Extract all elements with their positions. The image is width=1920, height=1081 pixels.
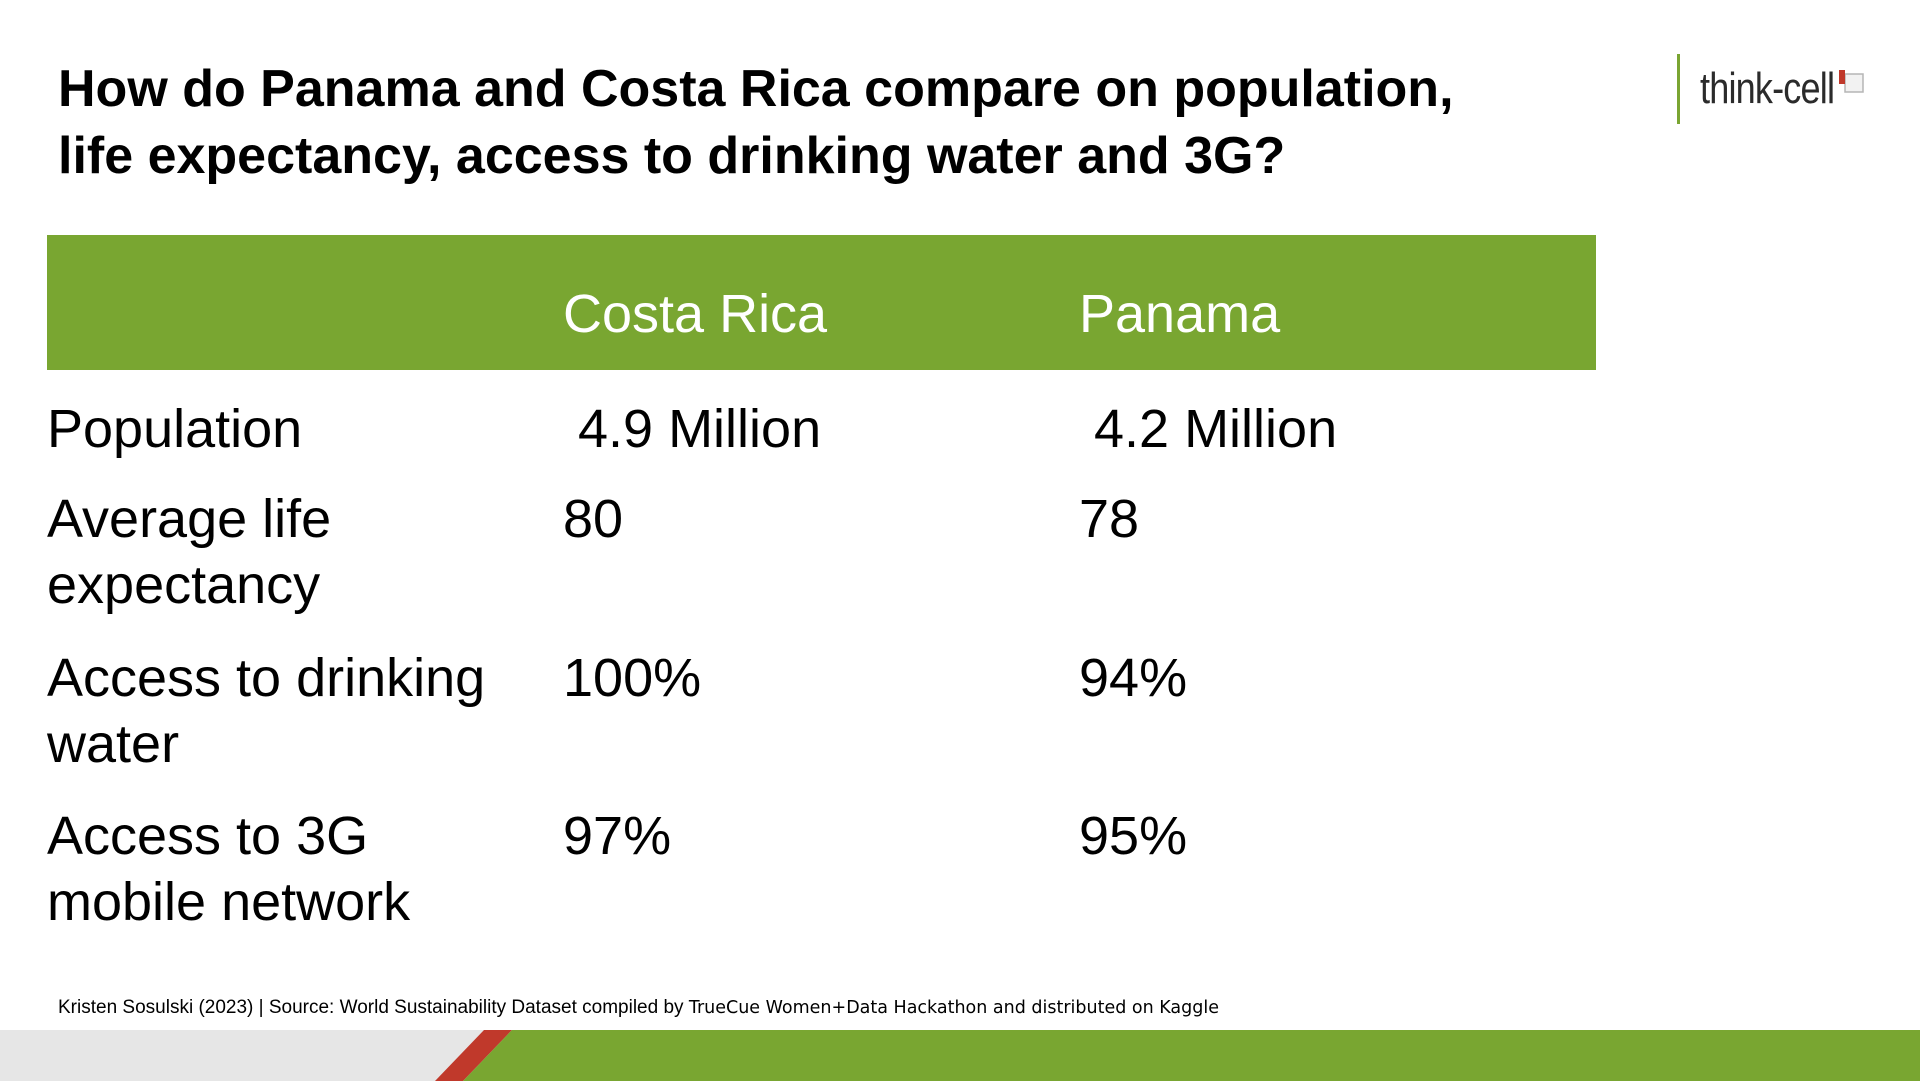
cell-costa-rica-drinking-water: 100%	[563, 648, 702, 708]
row-label-population: Population	[47, 399, 303, 459]
row-label-line-2: water	[47, 714, 180, 774]
credit-text-cont: TrueCue Women+Data Hackathon and distrib…	[688, 998, 1219, 1018]
footer-band-red-stripe	[435, 1030, 512, 1081]
row-label-line-2: expectancy	[47, 555, 321, 615]
source-credit: Kristen Sosulski (2023) | Source: World …	[58, 996, 1219, 1020]
cell-costa-rica-population: 4.9 Million	[578, 399, 822, 459]
slide-title: How do Panama and Costa Rica compare on …	[58, 56, 1618, 190]
logo-divider	[1677, 54, 1680, 124]
credit-text: Kristen Sosulski (2023) | Source: World …	[58, 997, 684, 1018]
row-label-drinking-water: Access to drinking water	[47, 645, 527, 777]
column-header-panama: Panama	[1079, 284, 1281, 344]
row-label-line-1: Average life	[47, 489, 332, 549]
footer-band	[0, 1030, 1920, 1081]
row-label-line-1: Access to drinking	[47, 648, 486, 708]
row-label-3g-network: Access to 3G mobile network	[47, 803, 527, 935]
row-label-life-expectancy: Average life expectancy	[47, 486, 527, 618]
footer-band-green	[463, 1030, 1920, 1081]
cell-panama-3g-network: 95%	[1079, 806, 1188, 866]
think-cell-logo: think-cell	[1677, 54, 1864, 124]
row-label-line-2: mobile network	[47, 872, 411, 932]
title-line-1: How do Panama and Costa Rica compare on …	[58, 60, 1454, 118]
cell-panama-drinking-water: 94%	[1079, 648, 1188, 708]
column-header-costa-rica: Costa Rica	[563, 284, 828, 344]
cell-costa-rica-life-expectancy: 80	[563, 489, 624, 549]
cell-costa-rica-3g-network: 97%	[563, 806, 672, 866]
cell-panama-life-expectancy: 78	[1079, 489, 1140, 549]
logo-mark-icon	[1839, 70, 1864, 93]
title-line-2: life expectancy, access to drinking wate…	[58, 127, 1286, 185]
cell-panama-population: 4.2 Million	[1094, 399, 1338, 459]
table-header-band	[47, 235, 1596, 370]
row-label-line-1: Access to 3G	[47, 806, 369, 866]
logo-text: think-cell	[1700, 64, 1835, 113]
